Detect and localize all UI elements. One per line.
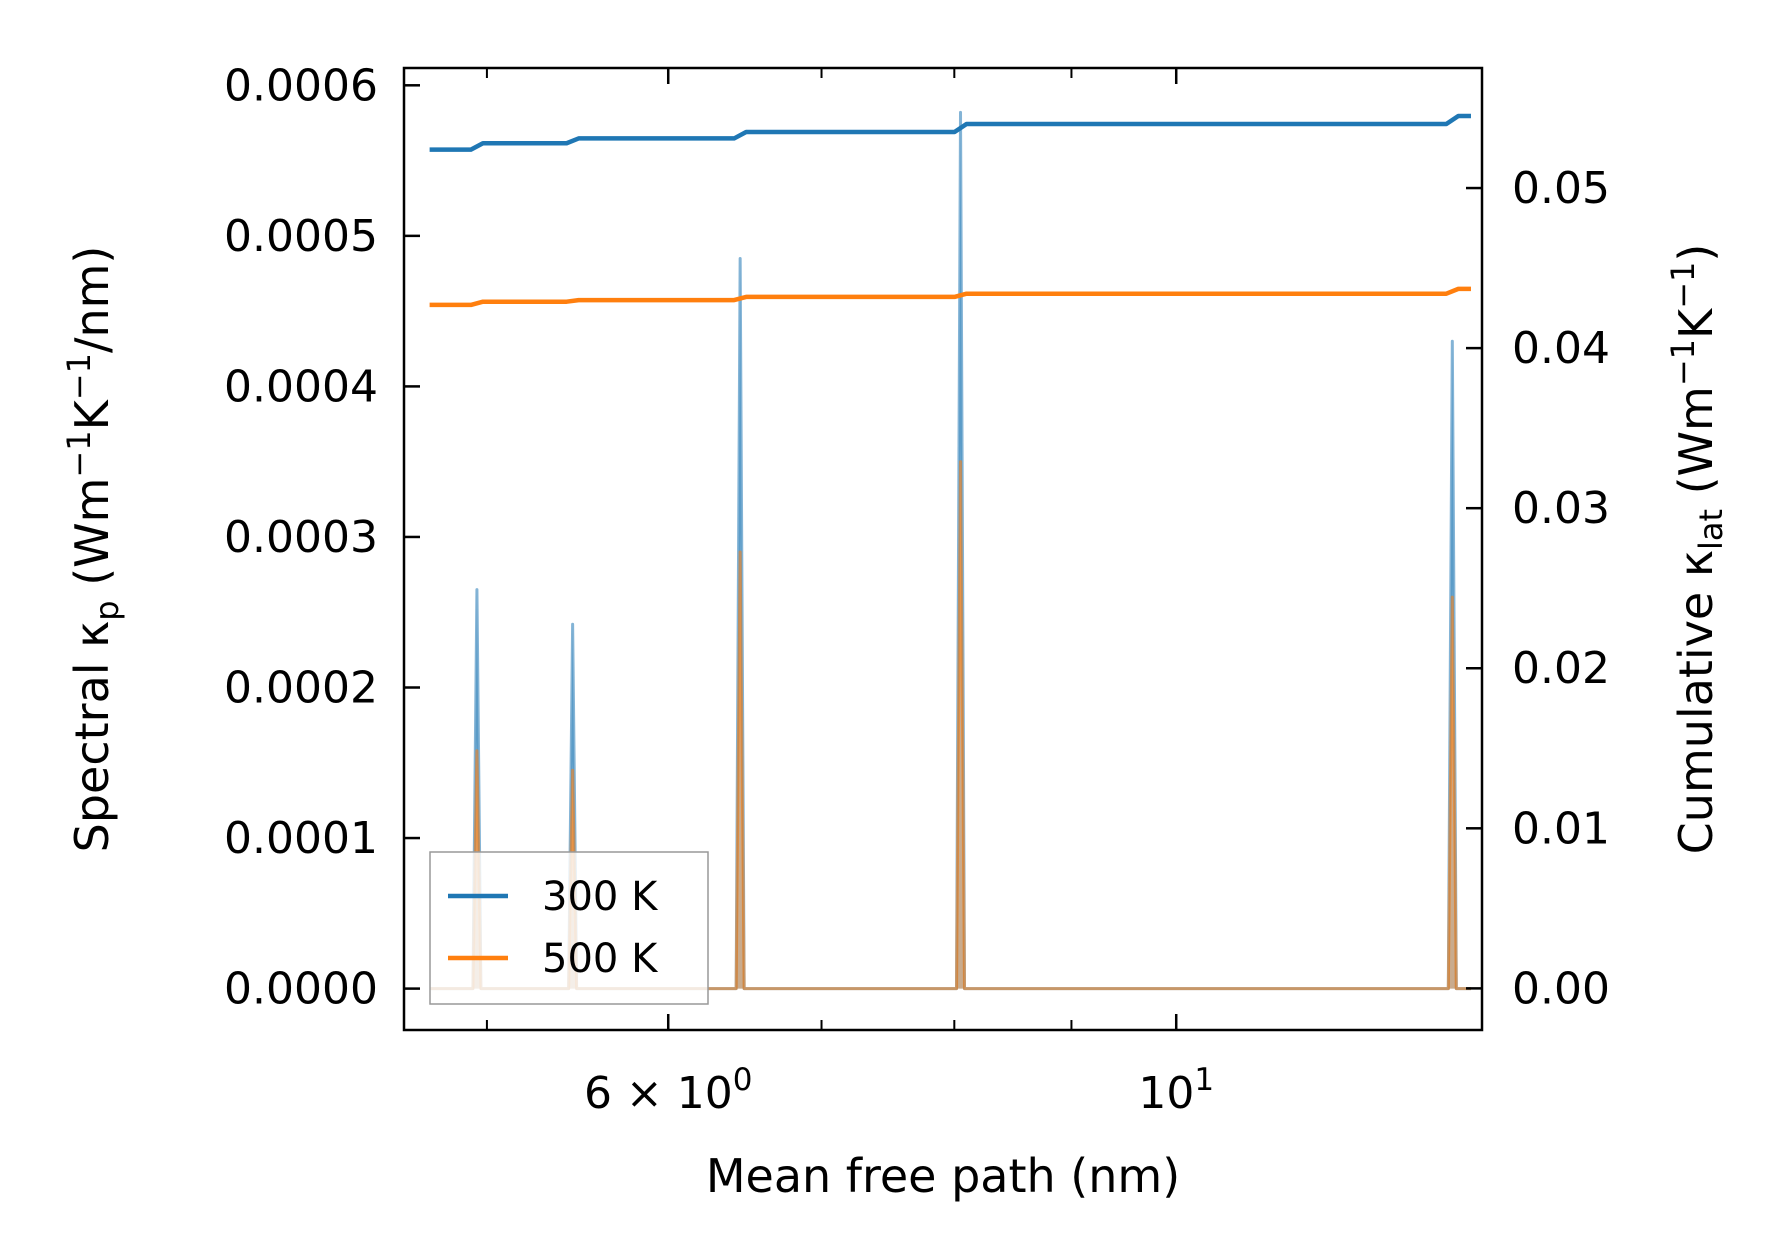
y-left-tick-label: 0.0002 xyxy=(224,663,378,714)
y-left-tick-label: 0.0005 xyxy=(224,211,378,262)
legend-box xyxy=(429,851,709,1005)
y-right-tick-label: 0.01 xyxy=(1512,803,1610,854)
y-left-tick-label: 0.0004 xyxy=(224,361,378,412)
axes: 0.0000 0.0001 0.0002 0.0003 0.0004 0.0005 0.00… xyxy=(60,60,1730,1203)
legend-label-500k: 500 K xyxy=(542,936,659,982)
y-right-tick-label: 0.03 xyxy=(1512,483,1610,534)
x-axis-title: Mean free path (nm) xyxy=(706,1149,1180,1203)
legend-label-300k: 300 K xyxy=(542,874,659,920)
y-left-tick-label: 0.0001 xyxy=(224,813,378,864)
x-tick-label: 101 xyxy=(1138,1062,1214,1119)
y-right-tick-label: 0.04 xyxy=(1512,323,1610,374)
y-right-tick-label: 0.00 xyxy=(1512,963,1610,1014)
y-left-axis-title: Spectral κp (Wm−1K−1/nm) xyxy=(60,246,126,853)
y-left-tick-label: 0.0003 xyxy=(224,512,378,563)
cumulative-line-500k xyxy=(429,286,1471,308)
cumulative-line-300k xyxy=(429,113,1471,152)
y-left-tick-label: 0.0000 xyxy=(224,964,378,1015)
y-left-tick-label: 0.0006 xyxy=(224,60,378,111)
y-right-tick-label: 0.05 xyxy=(1512,163,1610,214)
y-right-axis-title: Cumulative κlat (Wm−1K−1) xyxy=(1664,244,1730,855)
y-right-tick-label: 0.02 xyxy=(1512,643,1610,694)
cumulative-series-layer xyxy=(429,113,1471,308)
plot-frame xyxy=(402,66,1484,1032)
legend: 300 K 500 K xyxy=(429,851,709,1005)
x-tick-label: 6 × 100 xyxy=(584,1062,753,1119)
